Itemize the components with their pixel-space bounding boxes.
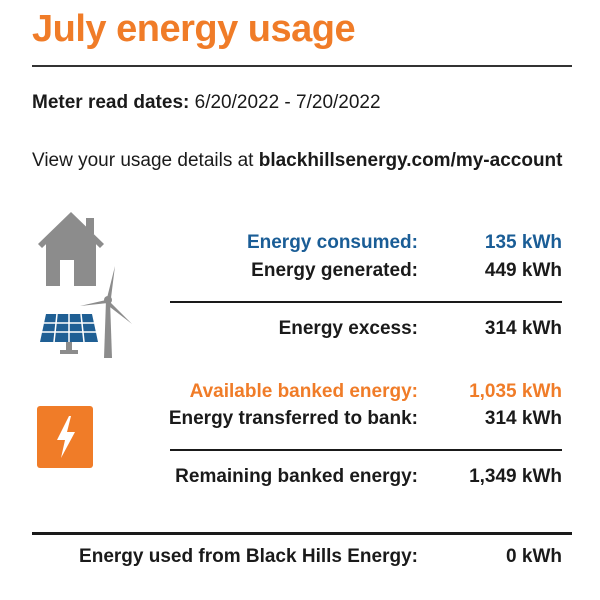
remaining-banked-value: 1,349 kWh (469, 466, 562, 487)
solar-wind-icon (40, 266, 132, 358)
transferred-to-bank-label: Energy transferred to bank: (168, 408, 418, 429)
usage-details-line: View your usage details at blackhillsene… (32, 150, 562, 172)
meter-read-label: Meter read dates: (32, 92, 190, 113)
used-from-bhe-value: 0 kWh (506, 546, 562, 567)
usage-details-prefix: View your usage details at (32, 150, 254, 171)
subtotal-divider (170, 301, 562, 303)
house-icon (38, 212, 104, 286)
energy-generated-label: Energy generated: (251, 260, 418, 281)
used-from-bhe-label: Energy used from Black Hills Energy: (79, 546, 418, 567)
page-title: July energy usage (32, 8, 356, 50)
transferred-to-bank-row: Energy transferred to bank: 314 kWh (0, 408, 600, 434)
available-banked-label: Available banked energy: (189, 381, 418, 402)
energy-consumed-value: 135 kWh (484, 232, 562, 253)
available-banked-row: Available banked energy: 1,035 kWh (0, 381, 600, 407)
remaining-banked-row: Remaining banked energy: 1,349 kWh (0, 466, 600, 492)
total-divider (32, 532, 572, 535)
energy-excess-label: Energy excess: (278, 318, 418, 339)
meter-read-value: 6/20/2022 - 7/20/2022 (194, 92, 381, 113)
lightning-bolt-icon (37, 406, 93, 468)
energy-excess-value: 314 kWh (484, 318, 562, 339)
available-banked-value: 1,035 kWh (469, 381, 562, 402)
transferred-to-bank-value: 314 kWh (484, 408, 562, 429)
title-divider (32, 65, 572, 67)
meter-read-dates: Meter read dates: 6/20/2022 - 7/20/2022 (32, 92, 381, 114)
remaining-banked-label: Remaining banked energy: (175, 466, 418, 487)
used-from-bhe-row: Energy used from Black Hills Energy: 0 k… (0, 546, 600, 572)
energy-generated-row: Energy generated: 449 kWh (0, 260, 600, 286)
energy-consumed-label: Energy consumed: (246, 232, 418, 253)
energy-consumed-row: Energy consumed: 135 kWh (0, 232, 600, 258)
energy-excess-row: Energy excess: 314 kWh (0, 318, 600, 344)
account-link[interactable]: blackhillsenergy.com/my-account (258, 150, 563, 171)
energy-generated-value: 449 kWh (484, 260, 562, 281)
bank-subtotal-divider (170, 449, 562, 451)
